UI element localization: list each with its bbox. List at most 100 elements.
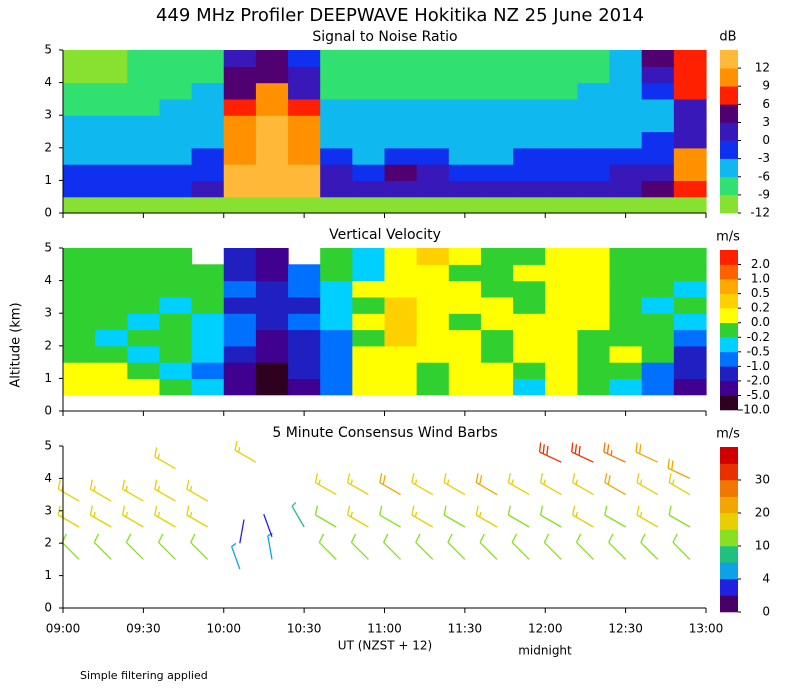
heatmap-cell	[191, 82, 225, 100]
wind-barb	[635, 442, 659, 463]
heatmap-cell	[641, 329, 675, 347]
heatmap-cell	[127, 280, 161, 298]
y-tick-label: 0	[44, 404, 52, 418]
y-tick-label: 1	[44, 371, 52, 385]
colorbar-tick-label: -3	[758, 151, 770, 165]
heatmap-cell	[288, 362, 321, 379]
colorbar-segment	[720, 293, 738, 309]
heatmap-cell	[513, 345, 546, 363]
heatmap-cell	[416, 50, 450, 67]
heatmap-cell	[63, 296, 96, 314]
heatmap-cell	[480, 164, 514, 181]
heatmap-cell	[223, 313, 257, 331]
heatmap-cell	[577, 82, 611, 100]
heatmap-cell	[255, 115, 289, 133]
heatmap-cell	[448, 264, 482, 282]
colorbar-tick-label: 9	[762, 79, 770, 93]
heatmap-cell	[641, 164, 675, 181]
colorbar-segment	[720, 463, 738, 481]
heatmap-cell	[255, 280, 289, 298]
heatmap-cell	[255, 362, 289, 379]
heatmap-cell	[288, 296, 321, 314]
heatmap-cell	[545, 50, 578, 67]
heatmap-cell	[480, 296, 514, 314]
heatmap-cell	[352, 50, 386, 67]
heatmap-cell	[609, 248, 643, 265]
heatmap-cell	[95, 115, 128, 133]
heatmap-cell	[513, 131, 546, 149]
colorbar-segment	[720, 308, 738, 324]
heatmap-cell	[545, 264, 578, 282]
heatmap-cell	[577, 115, 611, 133]
heatmap-cell	[641, 82, 675, 100]
wind-barb	[447, 533, 466, 560]
heatmap-cell	[480, 180, 514, 198]
heatmap-cell	[159, 147, 193, 165]
colorbar-tick-label: 4	[762, 572, 770, 586]
heatmap-cell	[384, 362, 418, 379]
heatmap-cell	[609, 50, 643, 67]
heatmap-cell	[416, 280, 450, 298]
wind-barb	[672, 533, 691, 560]
x-tick-label: 11:00	[367, 622, 402, 636]
y-tick-label: 0	[44, 206, 52, 220]
colorbar-segment	[720, 322, 738, 338]
heatmap-cell	[384, 248, 418, 265]
wind-barb	[507, 505, 530, 528]
heatmap-cell	[673, 264, 707, 282]
colorbar-unit: dB	[719, 30, 736, 45]
heatmap-cell	[545, 82, 578, 100]
colorbar-tick-label: 6	[762, 97, 770, 111]
wind-barb	[267, 532, 273, 560]
heatmap-cell	[480, 131, 514, 149]
heatmap-cell	[320, 50, 353, 67]
heatmap-cell	[159, 196, 193, 214]
heatmap-cell	[513, 147, 546, 165]
heatmap-cell	[255, 164, 289, 181]
heatmap-cell	[673, 82, 707, 100]
heatmap-cell	[191, 66, 225, 84]
colorbar-segment	[720, 194, 738, 214]
heatmap-cell	[416, 362, 450, 379]
heatmap-cell	[673, 147, 707, 165]
heatmap-cell	[320, 280, 353, 298]
heatmap-cell	[416, 248, 450, 265]
heatmap-cell	[288, 98, 321, 116]
heatmap-cell	[63, 50, 96, 67]
heatmap-cell	[63, 313, 96, 331]
heatmap-cell	[95, 280, 128, 298]
heatmap-cell	[223, 98, 257, 116]
heatmap-cell	[320, 345, 353, 363]
colorbar-segment	[720, 513, 738, 530]
heatmap-cell	[448, 50, 482, 67]
wind-barb	[571, 442, 594, 463]
heatmap-cell	[288, 345, 321, 363]
heatmap-cell	[673, 115, 707, 133]
heatmap-cell	[384, 50, 418, 67]
heatmap-cell	[320, 196, 353, 214]
heatmap-cell	[223, 131, 257, 149]
heatmap-cell	[641, 378, 675, 396]
heatmap-cell	[63, 280, 96, 298]
heatmap-cell	[255, 264, 289, 282]
heatmap-cell	[320, 115, 353, 133]
panel-title: Vertical Velocity	[329, 227, 441, 243]
heatmap-cell	[641, 180, 675, 198]
heatmap-cell	[416, 264, 450, 282]
heatmap-cell	[352, 82, 386, 100]
heatmap-cell	[673, 50, 707, 67]
colorbar-segment	[720, 337, 738, 353]
heatmap-cell	[95, 378, 128, 396]
heatmap-cell	[577, 313, 611, 331]
heatmap-cell	[545, 296, 578, 314]
chart-title: 449 MHz Profiler DEEPWAVE Hokitika NZ 25…	[156, 5, 644, 26]
heatmap-cell	[609, 147, 643, 165]
wind-barb	[668, 473, 691, 496]
heatmap-cell	[673, 196, 707, 214]
heatmap-cell	[320, 147, 353, 165]
wind-barb	[125, 533, 144, 560]
heatmap-cell	[63, 196, 96, 214]
heatmap-cell	[448, 131, 482, 149]
y-tick-label: 5	[44, 241, 52, 255]
heatmap-cell	[191, 115, 225, 133]
